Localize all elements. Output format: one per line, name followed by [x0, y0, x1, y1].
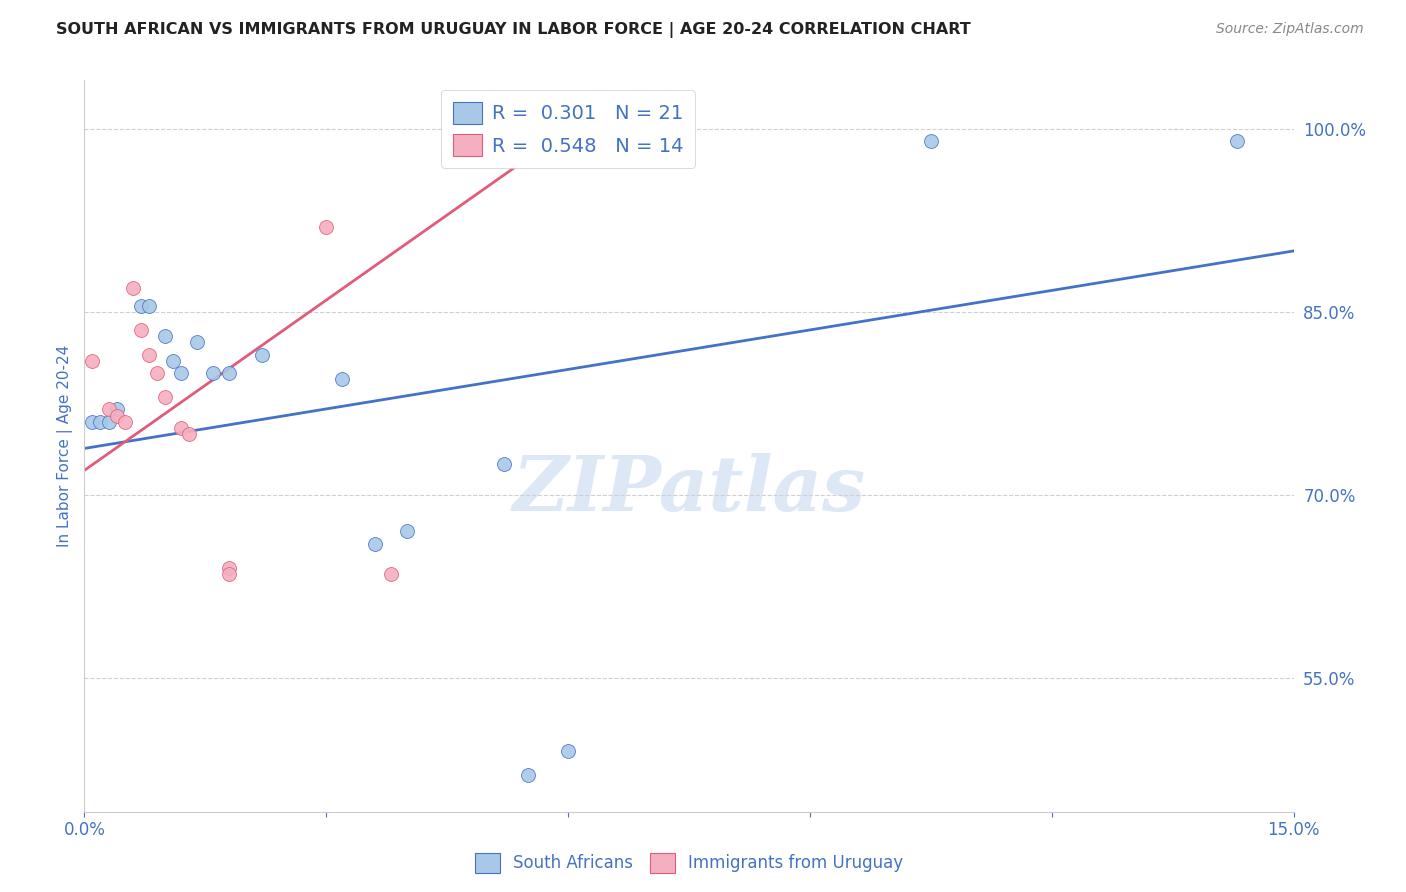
Point — [138, 348, 160, 362]
Point — [380, 567, 402, 582]
Point — [146, 366, 169, 380]
Point — [82, 353, 104, 368]
Point — [153, 329, 176, 343]
Point — [557, 744, 579, 758]
Text: SOUTH AFRICAN VS IMMIGRANTS FROM URUGUAY IN LABOR FORCE | AGE 20-24 CORRELATION : SOUTH AFRICAN VS IMMIGRANTS FROM URUGUAY… — [56, 22, 972, 38]
Point — [105, 402, 128, 417]
Point — [170, 421, 193, 435]
Point — [121, 280, 143, 294]
Point — [250, 348, 273, 362]
Point — [202, 366, 225, 380]
Point — [138, 299, 160, 313]
Point — [218, 567, 240, 582]
Point — [97, 415, 120, 429]
Point — [129, 323, 152, 337]
Point — [97, 402, 120, 417]
Point — [363, 536, 385, 550]
Point — [218, 561, 240, 575]
Point — [170, 366, 193, 380]
Point — [82, 415, 104, 429]
Point — [218, 366, 240, 380]
Point — [153, 390, 176, 404]
Text: Source: ZipAtlas.com: Source: ZipAtlas.com — [1216, 22, 1364, 37]
Legend: R =  0.301   N = 21, R =  0.548   N = 14: R = 0.301 N = 21, R = 0.548 N = 14 — [441, 90, 695, 168]
Point — [105, 409, 128, 423]
Point — [89, 415, 111, 429]
Point — [1226, 134, 1249, 148]
Point — [114, 415, 136, 429]
Y-axis label: In Labor Force | Age 20-24: In Labor Force | Age 20-24 — [58, 345, 73, 547]
Legend: South Africans, Immigrants from Uruguay: South Africans, Immigrants from Uruguay — [468, 847, 910, 880]
Point — [330, 372, 353, 386]
Point — [129, 299, 152, 313]
Point — [395, 524, 418, 539]
Point — [920, 134, 942, 148]
Text: ZIPatlas: ZIPatlas — [512, 453, 866, 527]
Point — [315, 219, 337, 234]
Point — [179, 426, 201, 441]
Point — [492, 458, 515, 472]
Point — [186, 335, 208, 350]
Point — [162, 353, 184, 368]
Point — [516, 768, 538, 782]
